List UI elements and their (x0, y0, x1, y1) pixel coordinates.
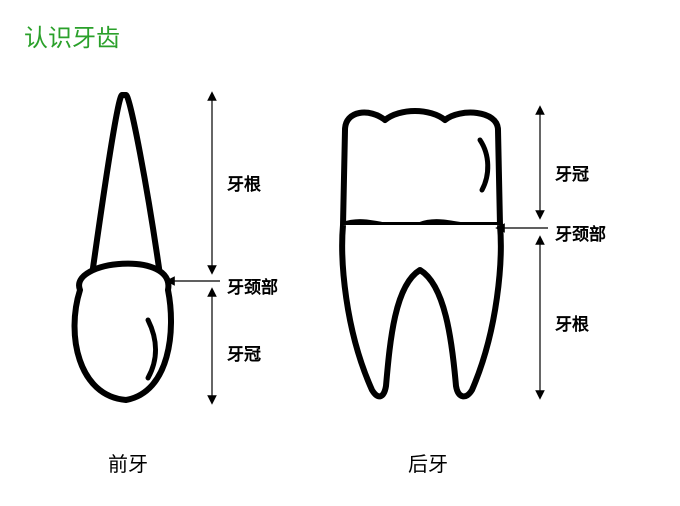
back-neck-label: 牙颈部 (555, 220, 606, 245)
back-caption: 后牙 (408, 448, 448, 477)
back-tooth (342, 111, 501, 396)
back-crown-label: 牙冠 (555, 160, 589, 185)
front-crown-label: 牙冠 (227, 340, 261, 365)
front-caption: 前牙 (108, 448, 148, 477)
diagram-svg (0, 0, 680, 506)
back-tooth-arrows (500, 110, 548, 395)
back-root-label: 牙根 (555, 310, 589, 335)
front-tooth-arrows (170, 96, 220, 400)
front-root-label: 牙根 (227, 170, 261, 195)
front-neck-label: 牙颈部 (227, 273, 278, 298)
front-tooth (75, 95, 171, 400)
